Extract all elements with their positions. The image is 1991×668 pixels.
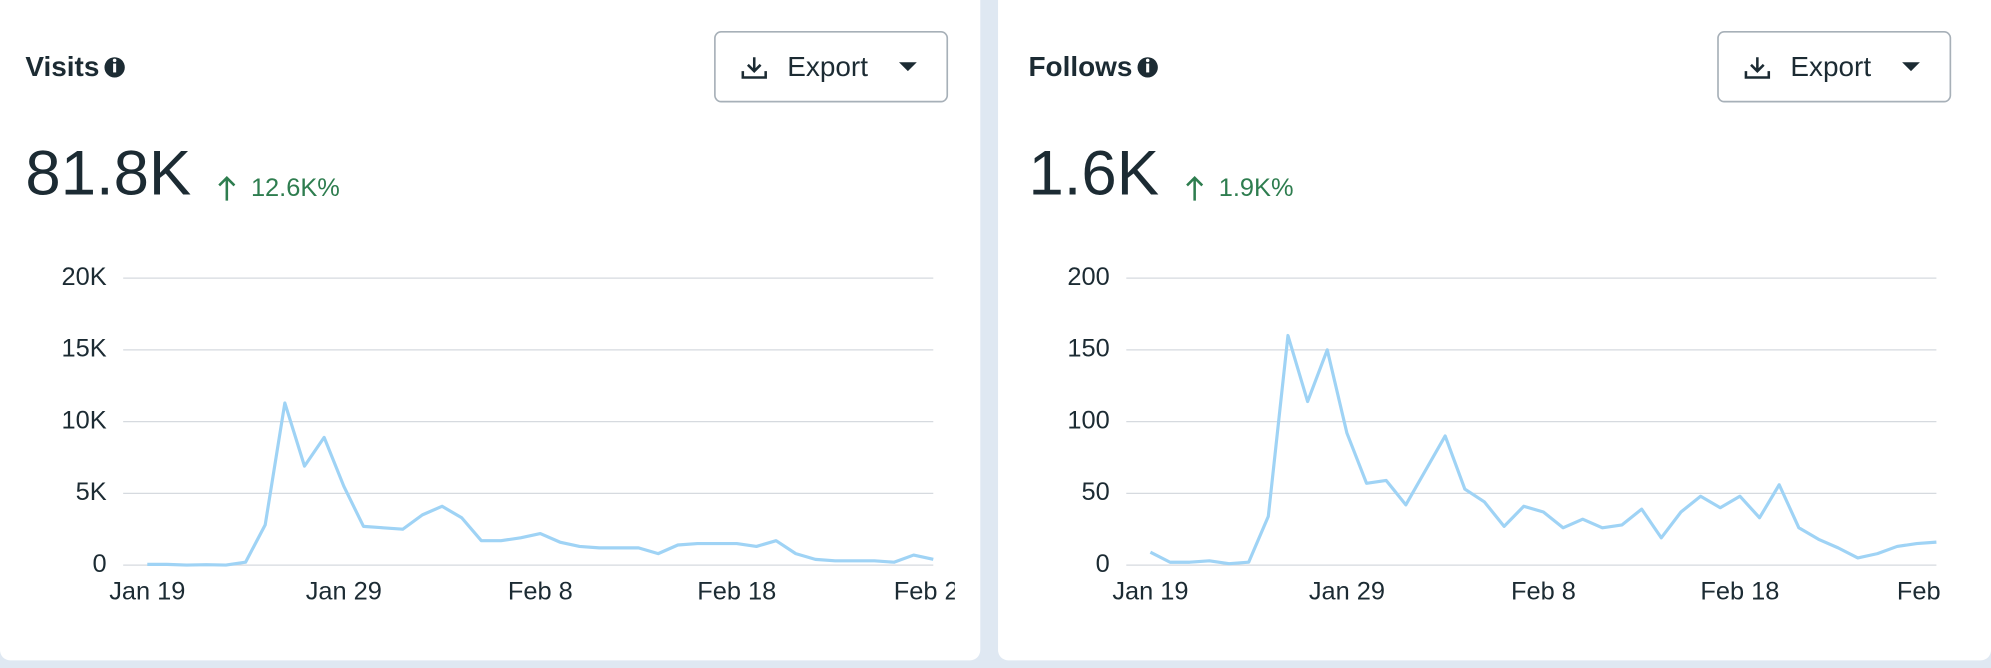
panel-title: Visits [25, 51, 99, 82]
export-button[interactable]: Export [714, 30, 949, 103]
info-icon-line [113, 63, 117, 73]
metric-change: 12.6K% [251, 174, 340, 202]
x-tick-label: Feb 8 [508, 578, 573, 606]
export-button[interactable]: Export [1717, 30, 1952, 103]
y-tick-label: 5K [76, 478, 107, 506]
x-tick-label: Jan 29 [1309, 578, 1385, 606]
y-tick-label: 0 [1096, 550, 1110, 578]
y-tick-label: 15K [62, 335, 107, 363]
panel-background [998, 0, 1991, 661]
info-icon-dot [1145, 58, 1150, 63]
export-label[interactable]: Export [1790, 51, 1871, 82]
metric-value: 1.6K [1029, 139, 1160, 209]
chart: 0 50 100 150 200 Jan 19 Jan 29 Feb 8 Feb 18 Feb 2… [1067, 263, 1976, 606]
metric-change: 1.9K% [1219, 174, 1294, 202]
y-tick-label: 0 [93, 550, 107, 578]
panel: Follows Export 1.6K 1.9K% [998, 0, 1991, 661]
info-icon-line [1146, 63, 1150, 73]
y-tick-label: 20K [62, 263, 107, 291]
y-tick-label: 150 [1067, 335, 1109, 363]
x-tick-label: Feb 28 [1897, 578, 1976, 606]
y-tick-label: 100 [1067, 406, 1109, 434]
y-tick-label: 50 [1082, 478, 1110, 506]
change-arrow [218, 176, 236, 201]
data-line [1149, 333, 1937, 566]
dropdown-caret[interactable] [1902, 62, 1920, 72]
x-tick-label: Feb 8 [1511, 578, 1576, 606]
data-line [147, 401, 934, 567]
download-icon[interactable] [741, 57, 767, 79]
info-icon-dot [112, 58, 117, 63]
x-tick-label: Feb 18 [1700, 578, 1779, 606]
metric-value: 81.8K [25, 139, 191, 209]
change-arrow [1186, 176, 1204, 201]
panel: Visits Export 81.8K 12.6K% [0, 0, 981, 661]
x-tick-label: Feb 28 [894, 578, 973, 606]
y-tick-label: 10K [62, 406, 107, 434]
export-button-frame[interactable] [714, 30, 949, 103]
export-label[interactable]: Export [787, 51, 868, 82]
panel-background [0, 0, 981, 661]
x-tick-label: Jan 29 [306, 578, 382, 606]
export-button-frame[interactable] [1717, 30, 1952, 103]
y-tick-label: 200 [1067, 263, 1109, 291]
panel-title: Follows [1029, 51, 1133, 82]
dropdown-caret[interactable] [898, 62, 917, 72]
x-tick-label: Jan 19 [1112, 578, 1188, 606]
chart: 0 5K 10K 15K 20K Jan 19 Jan 29 Feb 8 Feb 18 Feb 2… [62, 263, 973, 606]
x-tick-label: Feb 18 [697, 578, 776, 606]
download-icon[interactable] [1744, 57, 1771, 79]
x-tick-label: Jan 19 [109, 578, 185, 606]
